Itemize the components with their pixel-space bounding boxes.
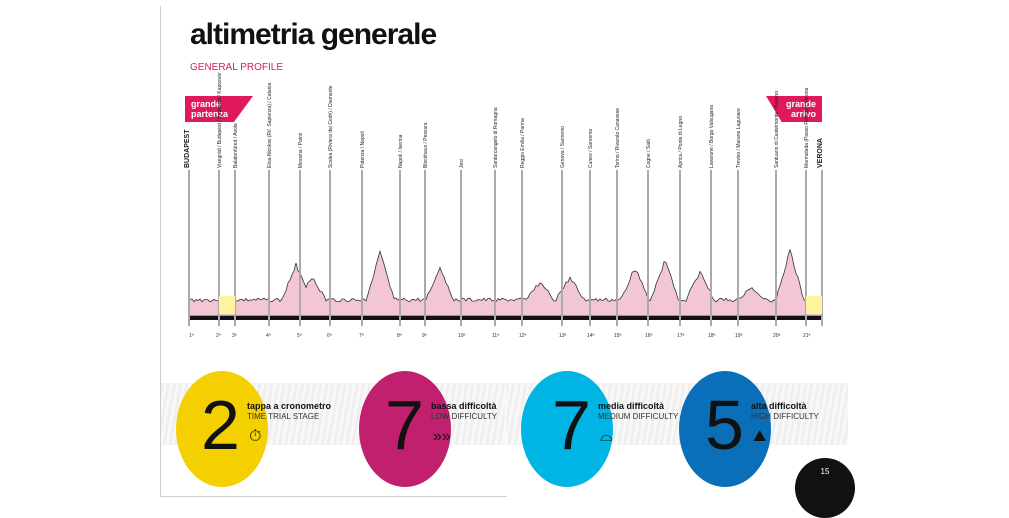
stat-label-en: LOW DIFFICULTY: [431, 412, 498, 421]
stage-town-label: Potenza / Napoli: [360, 131, 366, 168]
mountain-icon: ⛰: [753, 428, 767, 445]
stage-town-label: Aprica / Ponte di Legno: [678, 116, 684, 168]
time-trial-marker: [806, 296, 822, 314]
stat-count: 7: [552, 386, 591, 464]
stage-town-label: Scalea (Riviera dei Cedri) / Diamante: [328, 85, 334, 168]
stage-number-label: 21ª: [803, 333, 811, 339]
stat-label: media difficoltà: [598, 401, 665, 411]
stage-number-label: 5ª: [297, 333, 302, 339]
stage-town-label: Reggio Emilia / Parma: [520, 118, 526, 168]
stage-town-label: Balatonfüred / Avola: [233, 123, 239, 168]
stat-label-en: MEDIUM DIFFICULTY: [598, 412, 679, 421]
stat-circle: [176, 371, 268, 487]
stage-town-label: Marmolada (Passo Fedaia) / Verona: [804, 87, 810, 168]
stat-count: 7: [385, 386, 424, 464]
stat-label: tappa a cronometro: [247, 401, 332, 411]
stat-label: bassa difficoltà: [431, 401, 497, 411]
finish-city-label: VERONA: [817, 138, 824, 168]
stage-town-label: Blockhaus / Pescara: [423, 122, 429, 168]
stat-count: 5: [705, 386, 744, 464]
time-trial-marker: [219, 296, 235, 314]
stage-town-label: Torino / Rivarolo Canavese: [615, 108, 621, 168]
stat-label-en: TIME TRIAL STAGE: [247, 412, 320, 421]
stopwatch-icon: ⏱: [249, 428, 262, 445]
stage-town-label: Cuneo / Sanremo: [588, 129, 594, 168]
stage-number-label: 2ª: [216, 333, 221, 339]
stage-town-label: Genova / Sanremo: [560, 126, 566, 168]
stage-number-label: 16ª: [645, 333, 653, 339]
stage-number-label: 19ª: [735, 333, 743, 339]
stage-number-label: 20ª: [773, 333, 781, 339]
stat-circle: [679, 371, 771, 487]
stage-number-label: 12ª: [519, 333, 527, 339]
stat-label: alta difficoltà: [751, 401, 807, 411]
stage-town-label: Etna-Nicolosi (Rif. Sapienza) / Catania: [267, 82, 273, 168]
stage-number-label: 6ª: [327, 333, 332, 339]
stage-number-label: 8ª: [397, 333, 402, 339]
stat-label-en: HIGH DIFFICULTY: [751, 412, 819, 421]
stage-town-label: Treviso / Marano Lagunare: [736, 108, 742, 168]
stage-town-label: Lavarone / Borgo Valsugana: [709, 105, 715, 168]
stage-number-label: 10ª: [458, 333, 466, 339]
chevrons-icon: »»: [433, 428, 451, 445]
stage-number-label: 13ª: [559, 333, 567, 339]
stage-number-label: 15ª: [614, 333, 622, 339]
stage-number-label: 9ª: [422, 333, 427, 339]
stage-number-label: 7ª: [359, 333, 364, 339]
stage-number-label: 14ª: [587, 333, 595, 339]
stage-town-label: Napoli / Isernia: [398, 134, 404, 168]
start-city-label: BUDAPEST: [184, 129, 191, 168]
elevation-area: [188, 248, 823, 317]
page-title: altimetria generale: [190, 18, 437, 51]
page-number: 15: [795, 458, 855, 518]
hill-icon: ⌓: [600, 428, 613, 445]
stat-circle: [521, 371, 613, 487]
stage-number-label: 17ª: [677, 333, 685, 339]
stat-count: 2: [201, 386, 240, 464]
baseline: [189, 316, 822, 320]
stage-town-label: Visegrád / Budapest / Budapest / Kaposvá…: [217, 72, 223, 168]
stage-number-label: 18ª: [708, 333, 716, 339]
stage-town-label: Messina / Palmi: [298, 133, 304, 168]
stage-town-label: Santarcangelo di Romagna: [493, 107, 499, 168]
altimetry-profile: BUDAPEST VERONA Visegrád / Budapest / Buda…: [184, 72, 824, 339]
stage-number-label: 11ª: [492, 333, 499, 339]
page-subtitle: GENERAL PROFILE: [190, 62, 283, 73]
stage-number-label: 3ª: [232, 333, 237, 339]
stage-number-label: 1ª: [189, 333, 194, 339]
stat-circle: [359, 371, 451, 487]
stage-town-label: Cogne / Salò: [646, 139, 652, 168]
stage-town-label: Jesi: [459, 159, 465, 168]
stage-number-label: 4ª: [266, 333, 271, 339]
stage-town-label: Santuario di Castelmonte / Belluno: [774, 91, 780, 168]
